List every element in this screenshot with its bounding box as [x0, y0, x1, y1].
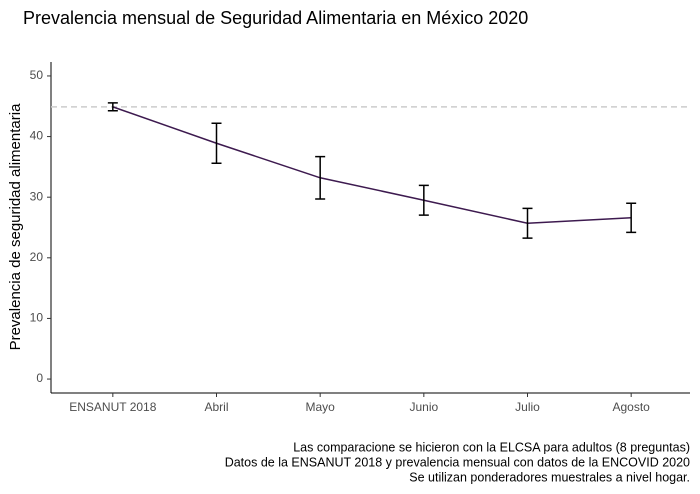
- y-tick-label: 0: [36, 371, 43, 385]
- x-tick-label: Agosto: [612, 400, 650, 414]
- error-bar: [418, 184, 429, 216]
- x-tick-label: Julio: [515, 400, 540, 414]
- error-bar: [211, 122, 222, 164]
- caption: Datos de la ENSANUT 2018 y prevalencia m…: [225, 455, 690, 469]
- error-bar: [522, 207, 533, 239]
- x-tick-label: Junio: [409, 400, 438, 414]
- chart-title: Prevalencia mensual de Seguridad Aliment…: [23, 8, 528, 28]
- y-tick-label: 10: [30, 311, 44, 325]
- caption: Las comparacione se hicieron con la ELCS…: [293, 440, 690, 454]
- series-line: [112, 106, 632, 225]
- y-axis-label: Prevalencia de seguridad alimentaria: [7, 103, 24, 350]
- y-tick-label: 40: [30, 129, 44, 143]
- y-tick-label: 20: [30, 250, 44, 264]
- error-bar: [107, 102, 118, 112]
- x-tick-label: Mayo: [305, 400, 335, 414]
- x-tick-label: ENSANUT 2018: [69, 400, 156, 414]
- caption: Se utilizan ponderadores muestrales a ni…: [409, 470, 690, 484]
- error-bar: [315, 155, 326, 200]
- x-tick-label: Abril: [204, 400, 228, 414]
- y-tick-label: 30: [30, 189, 44, 203]
- error-bar: [626, 202, 637, 234]
- y-tick-label: 50: [30, 68, 44, 82]
